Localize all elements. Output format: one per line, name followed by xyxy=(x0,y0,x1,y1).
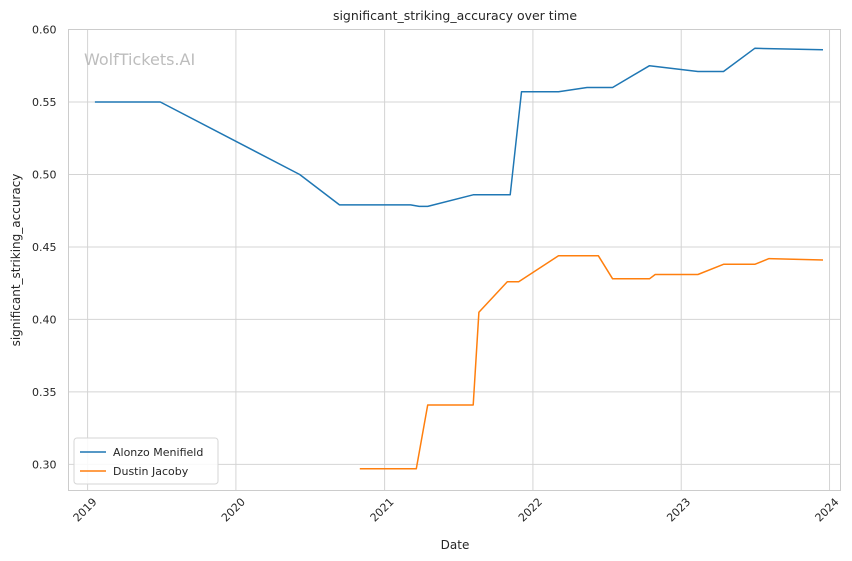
y-tick-label: 0.35 xyxy=(32,386,57,399)
y-tick-label: 0.55 xyxy=(32,96,57,109)
y-tick-label: 0.60 xyxy=(32,24,57,37)
legend: Alonzo Menifield Dustin Jacoby xyxy=(73,437,219,485)
series-line-dustin-jacoby xyxy=(359,254,824,470)
series-lines xyxy=(94,47,824,470)
legend-label-alonzo: Alonzo Menifield xyxy=(113,446,203,459)
y-tick-label: 0.40 xyxy=(32,313,57,326)
watermark: WolfTickets.AI xyxy=(84,50,195,69)
y-tick-label: 0.30 xyxy=(32,458,57,471)
grid-lines xyxy=(68,29,841,491)
chart-title: significant_striking_accuracy over time xyxy=(333,8,577,23)
series-line-alonzo-menifield xyxy=(94,47,824,208)
plot-frame xyxy=(68,29,841,491)
y-tick-label: 0.50 xyxy=(32,168,57,181)
x-axis-label: Date xyxy=(441,538,470,552)
legend-label-dustin: Dustin Jacoby xyxy=(113,465,189,478)
y-axis-label: significant_striking_accuracy xyxy=(9,174,23,347)
y-tick-label: 0.45 xyxy=(32,241,57,254)
legend-box xyxy=(73,437,219,485)
